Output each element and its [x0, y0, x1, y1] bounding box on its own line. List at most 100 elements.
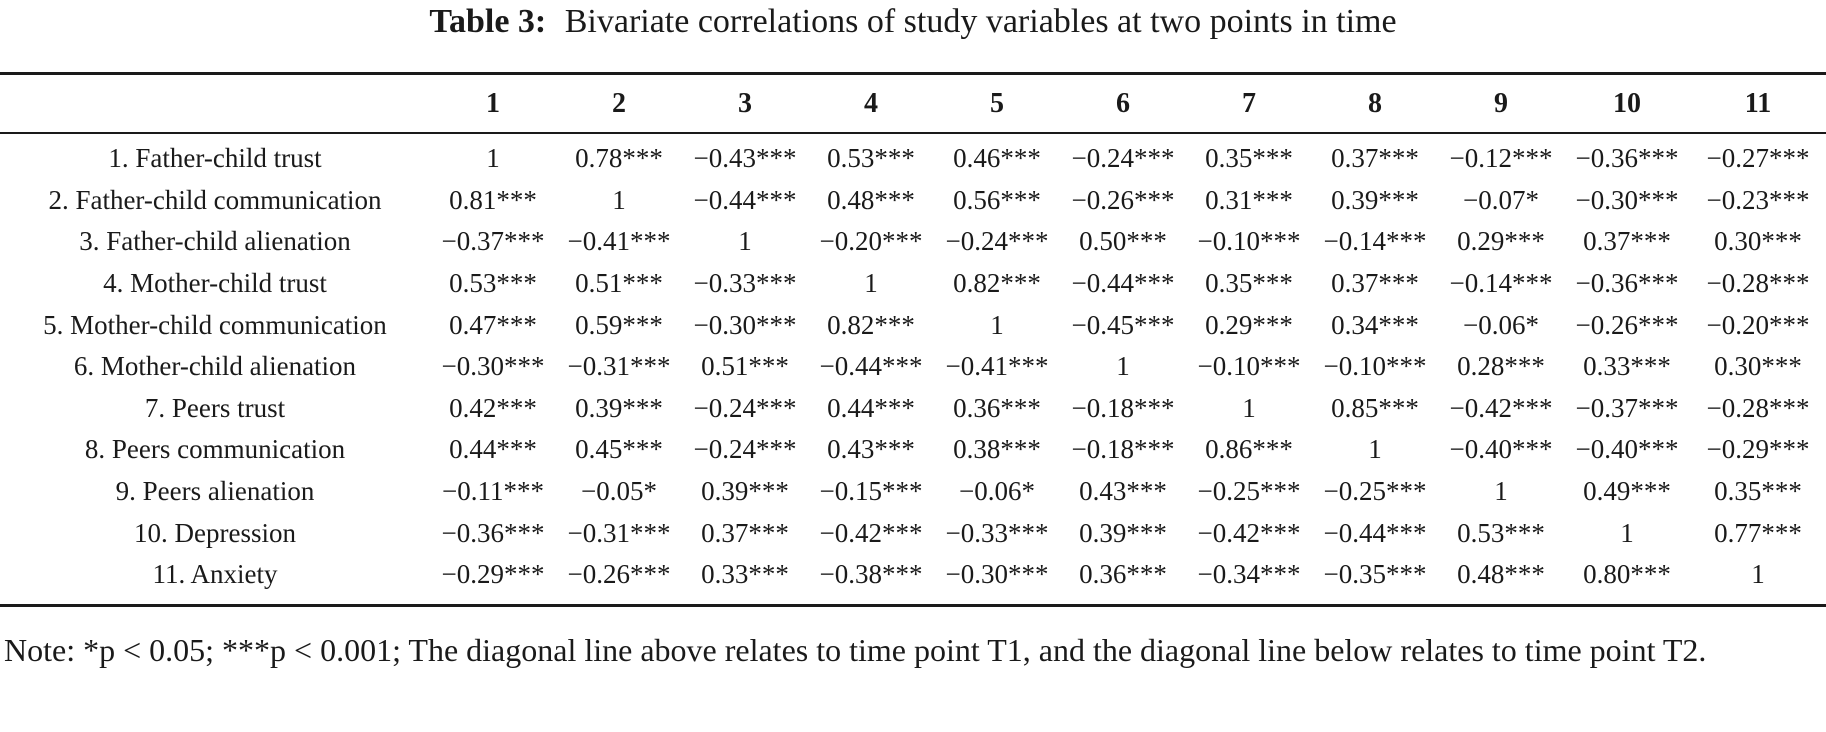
row-label: 8. Peers communication	[84, 434, 346, 465]
row-label: 4. Mother-child trust	[103, 268, 327, 299]
correlation-cell: 0.39***	[575, 392, 663, 423]
correlation-cell: −0.40***	[1575, 434, 1679, 465]
column-header-3: 3	[738, 87, 752, 119]
column-header-11: 11	[1744, 87, 1772, 119]
correlation-cell: 1	[1242, 392, 1256, 423]
correlation-cell: −0.25***	[1197, 476, 1301, 507]
row-label: 1. Father-child trust	[108, 143, 322, 174]
column-header-2: 2	[612, 87, 626, 119]
header-row: 1 2 3 4 5 6 7 8 9 10 11	[0, 75, 1826, 132]
table-note: Note: *p < 0.05; ***p < 0.001; The diago…	[4, 632, 1707, 668]
correlation-cell: −0.07*	[1463, 184, 1539, 215]
column-header-10: 10	[1613, 87, 1641, 119]
correlation-cell: −0.24***	[693, 434, 797, 465]
correlation-cell: 1	[612, 184, 626, 215]
correlation-cell: −0.34***	[1197, 559, 1301, 590]
row-label: 6. Mother-child alienation	[73, 351, 357, 382]
correlation-cell: −0.14***	[1323, 226, 1427, 257]
correlation-cell: 0.29***	[1205, 309, 1293, 340]
table-caption-label: Table 3:	[429, 3, 547, 40]
correlation-cell: 0.39***	[701, 476, 789, 507]
correlation-cell: 0.36***	[1079, 559, 1167, 590]
correlation-cell: −0.45***	[1071, 309, 1175, 340]
correlation-cell: 0.85***	[1331, 392, 1419, 423]
correlation-cell: 1	[864, 268, 878, 299]
correlation-cell: 0.51***	[701, 351, 789, 382]
table-row: 3. Father-child alienation −0.37*** −0.41*…	[0, 221, 1826, 263]
column-header-8: 8	[1368, 87, 1382, 119]
correlation-cell: 0.82***	[827, 309, 915, 340]
correlation-cell: −0.44***	[819, 351, 923, 382]
correlation-cell: −0.38***	[819, 559, 923, 590]
correlation-cell: 0.48***	[827, 184, 915, 215]
header-cell-blank	[0, 75, 430, 132]
correlation-cell: 0.38***	[953, 434, 1041, 465]
correlation-cell: −0.36***	[1575, 143, 1679, 174]
correlation-cell: −0.20***	[1706, 309, 1810, 340]
table-row: 1. Father-child trust 1 0.78*** −0.43*** 0.5…	[0, 132, 1826, 180]
correlation-cell: 0.36***	[953, 392, 1041, 423]
table-row: 6. Mother-child alienation −0.30*** −0.31*…	[0, 346, 1826, 388]
correlation-cell: −0.26***	[1071, 184, 1175, 215]
correlation-cell: −0.44***	[693, 184, 797, 215]
correlation-cell: 0.39***	[1079, 517, 1167, 548]
correlation-cell: 0.49***	[1583, 476, 1671, 507]
row-label: 10. Depression	[134, 517, 296, 548]
table-row: 7. Peers trust 0.42*** 0.39*** −0.24*** 0.44…	[0, 388, 1826, 430]
correlation-cell: −0.24***	[945, 226, 1049, 257]
table-row: 5. Mother-child communication 0.47*** 0.59…	[0, 304, 1826, 346]
correlation-cell: −0.43***	[693, 143, 797, 174]
correlation-cell: −0.14***	[1449, 268, 1553, 299]
correlation-cell: 1	[738, 226, 752, 257]
column-header-7: 7	[1242, 87, 1256, 119]
correlation-cell: 0.44***	[827, 392, 915, 423]
correlation-cell: 0.46***	[953, 143, 1041, 174]
correlation-cell: −0.29***	[441, 559, 545, 590]
correlation-cell: 0.29***	[1457, 226, 1545, 257]
correlation-cell: 0.82***	[953, 268, 1041, 299]
correlation-cell: −0.15***	[819, 476, 923, 507]
correlation-cell: 0.86***	[1205, 434, 1293, 465]
correlation-cell: 0.39***	[1331, 184, 1419, 215]
table-caption: Table 3: Bivariate correlations of study…	[0, 0, 1826, 42]
correlation-cell: 0.37***	[1331, 268, 1419, 299]
correlation-cell: 0.77***	[1714, 517, 1802, 548]
correlation-cell: −0.20***	[819, 226, 923, 257]
correlation-cell: −0.41***	[945, 351, 1049, 382]
row-label: 7. Peers trust	[144, 392, 286, 423]
correlation-cell: 0.33***	[701, 559, 789, 590]
correlation-cell: −0.05*	[581, 476, 657, 507]
row-label: 5. Mother-child communication	[43, 309, 387, 340]
correlation-cell: −0.37***	[441, 226, 545, 257]
correlation-cell: 0.31***	[1205, 184, 1293, 215]
correlation-cell: −0.31***	[567, 351, 671, 382]
table-row: 2. Father-child communication 0.81*** 1 −0.…	[0, 180, 1826, 222]
correlation-cell: −0.26***	[567, 559, 671, 590]
correlation-cell: −0.33***	[945, 517, 1049, 548]
table-row: 4. Mother-child trust 0.53*** 0.51*** −0.33…	[0, 263, 1826, 305]
correlation-cell: 0.47***	[449, 309, 537, 340]
table-body: 1. Father-child trust 1 0.78*** −0.43*** 0.5…	[0, 132, 1826, 596]
correlation-cell: −0.06*	[959, 476, 1035, 507]
correlation-cell: 0.35***	[1205, 268, 1293, 299]
row-label: 9. Peers alienation	[115, 476, 315, 507]
table-row: 8. Peers communication 0.44*** 0.45*** −0.2…	[0, 429, 1826, 471]
correlation-cell: −0.28***	[1706, 268, 1810, 299]
correlation-cell: 1	[1751, 559, 1765, 590]
correlation-cell: 0.81***	[449, 184, 537, 215]
correlation-cell: −0.29***	[1706, 434, 1810, 465]
correlation-cell: −0.30***	[693, 309, 797, 340]
correlation-cell: 0.42***	[449, 392, 537, 423]
correlation-cell: −0.44***	[1071, 268, 1175, 299]
correlation-cell: −0.44***	[1323, 517, 1427, 548]
correlation-cell: 1	[990, 309, 1004, 340]
correlation-cell: 0.59***	[575, 309, 663, 340]
correlation-cell: −0.28***	[1706, 392, 1810, 423]
row-label: 11. Anxiety	[152, 559, 278, 590]
correlation-cell: −0.36***	[441, 517, 545, 548]
correlation-cell: −0.06*	[1463, 309, 1539, 340]
correlation-table: 1 2 3 4 5 6 7 8 9 10 11 1. Father-child trust 1 0.78…	[0, 75, 1826, 596]
correlation-cell: 0.51***	[575, 268, 663, 299]
correlation-cell: 0.53***	[449, 268, 537, 299]
